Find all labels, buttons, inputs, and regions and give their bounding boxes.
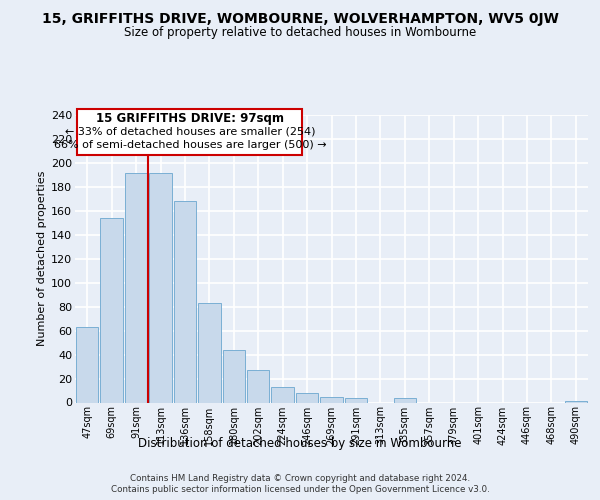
Bar xyxy=(344,398,367,402)
Bar xyxy=(173,201,196,402)
Text: Size of property relative to detached houses in Wombourne: Size of property relative to detached ho… xyxy=(124,26,476,39)
FancyBboxPatch shape xyxy=(77,109,302,154)
Bar xyxy=(198,303,221,402)
Y-axis label: Number of detached properties: Number of detached properties xyxy=(37,171,47,346)
Text: 15, GRIFFITHS DRIVE, WOMBOURNE, WOLVERHAMPTON, WV5 0JW: 15, GRIFFITHS DRIVE, WOMBOURNE, WOLVERHA… xyxy=(41,12,559,26)
Text: ← 33% of detached houses are smaller (254): ← 33% of detached houses are smaller (25… xyxy=(65,127,315,137)
Text: Contains public sector information licensed under the Open Government Licence v3: Contains public sector information licen… xyxy=(110,485,490,494)
Bar xyxy=(125,172,148,402)
Bar xyxy=(247,370,269,402)
Text: 15 GRIFFITHS DRIVE: 97sqm: 15 GRIFFITHS DRIVE: 97sqm xyxy=(96,112,284,125)
Bar xyxy=(271,387,294,402)
Bar xyxy=(100,218,123,402)
Bar xyxy=(223,350,245,403)
Text: 66% of semi-detached houses are larger (500) →: 66% of semi-detached houses are larger (… xyxy=(53,140,326,150)
Text: Contains HM Land Registry data © Crown copyright and database right 2024.: Contains HM Land Registry data © Crown c… xyxy=(130,474,470,483)
Bar xyxy=(149,172,172,402)
Text: Distribution of detached houses by size in Wombourne: Distribution of detached houses by size … xyxy=(138,438,462,450)
Bar xyxy=(296,393,319,402)
Bar xyxy=(394,398,416,402)
Bar xyxy=(76,327,98,402)
Bar xyxy=(320,396,343,402)
